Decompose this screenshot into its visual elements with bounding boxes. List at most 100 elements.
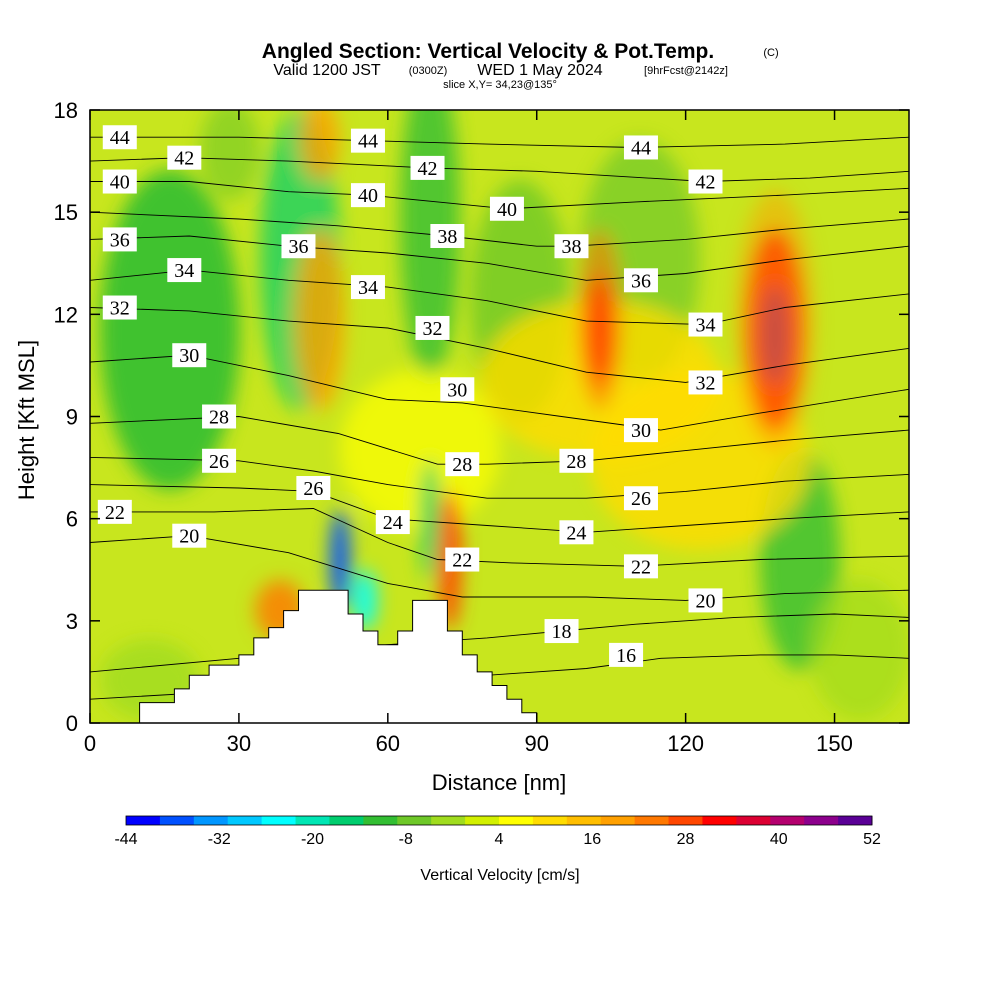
contour-label: 38 xyxy=(561,236,581,258)
contour-label: 24 xyxy=(566,522,586,544)
contour-label-box xyxy=(167,258,202,283)
colorbar-swatch xyxy=(126,816,161,825)
contour-label-box xyxy=(688,588,723,613)
theta-contour xyxy=(90,456,909,499)
contour-label-box xyxy=(559,520,594,545)
x-tick-label: 30 xyxy=(227,731,251,756)
contour-label-box xyxy=(202,404,237,429)
contour-label-box xyxy=(440,377,475,402)
contour-label-box xyxy=(445,452,480,477)
theta-contour xyxy=(90,181,909,210)
colorbar-swatch xyxy=(329,816,364,825)
contour-label: 34 xyxy=(358,277,378,299)
colorbar-swatch xyxy=(295,816,330,825)
contour-labels: 16 18 20 20 22 22 22 24 24 26 26 26 28 28 28 30 30 30 32 32… xyxy=(97,125,723,667)
theta-contour xyxy=(90,416,909,465)
velocity-region xyxy=(735,190,815,450)
colorbar-swatch xyxy=(804,816,839,825)
theta-contour xyxy=(90,307,909,383)
colorbar-swatch xyxy=(499,816,534,825)
contour-label: 32 xyxy=(110,298,130,320)
contour-label: 28 xyxy=(566,451,586,473)
contour-label: 22 xyxy=(105,502,125,524)
y-tick-label: 15 xyxy=(54,200,78,225)
subtitle-valid: Valid 1200 JST xyxy=(273,62,381,79)
subtitle-date: WED 1 May 2024 xyxy=(477,62,602,79)
colorbar-swatch xyxy=(600,816,636,825)
contour-label: 44 xyxy=(631,137,651,159)
contour-label: 30 xyxy=(631,420,651,442)
contour-label-box xyxy=(623,554,658,579)
velocity-region xyxy=(340,370,500,530)
colorbar-swatch xyxy=(465,816,500,825)
contour-label: 34 xyxy=(695,315,715,337)
contour-label: 32 xyxy=(422,318,442,340)
x-tick-label: 0 xyxy=(84,731,96,756)
contour-label-box xyxy=(544,619,579,644)
x-tick-label: 120 xyxy=(667,731,704,756)
theta-contour xyxy=(90,354,909,431)
subtitle-forecast: [9hrFcst@2142z] xyxy=(644,65,728,77)
x-tick-label: 90 xyxy=(524,731,548,756)
chart-title: Angled Section: Vertical Velocity & Pot.… xyxy=(262,40,714,63)
y-tick-label: 12 xyxy=(54,302,78,327)
colorbar-tick-label: 40 xyxy=(770,831,788,848)
colorbar-tick-label: -32 xyxy=(208,831,231,848)
contour-label-box xyxy=(102,169,137,194)
theta-contour xyxy=(90,157,909,182)
plot-area: 16 18 20 20 22 22 22 24 24 26 26 26 28 28 28 30 30 30 32 32… xyxy=(90,110,909,723)
y-tick-label: 6 xyxy=(66,507,78,532)
contour-label-box xyxy=(554,234,589,259)
colorbar-swatch xyxy=(431,816,466,825)
contour-label-box xyxy=(102,295,137,320)
contour-label: 42 xyxy=(418,158,438,180)
colorbar-swatch xyxy=(227,816,263,825)
contour-label: 36 xyxy=(288,236,308,258)
contour-label: 28 xyxy=(452,454,472,476)
contour-label: 40 xyxy=(110,172,130,194)
contour-label: 20 xyxy=(695,590,715,612)
contour-label-box xyxy=(167,145,202,170)
contour-label: 16 xyxy=(616,645,636,667)
velocity-region xyxy=(420,460,440,580)
contour-label-box xyxy=(102,125,137,150)
contour-label: 20 xyxy=(179,526,199,548)
contour-label-box xyxy=(559,448,594,473)
colorbar-swatch xyxy=(532,816,568,825)
colorbar: -44 -32 -20 -8 4 16 28 40 52 xyxy=(114,815,881,848)
contour-label-box xyxy=(623,268,658,293)
contour-label: 22 xyxy=(631,556,651,578)
contour-label-box xyxy=(296,476,331,501)
theta-contour xyxy=(90,269,909,326)
x-axis: 0 30 60 90 120 150 xyxy=(84,110,853,756)
colorbar-tick-label: 52 xyxy=(863,831,881,848)
contour-label-box xyxy=(97,499,132,524)
contour-label: 18 xyxy=(552,621,572,643)
colorbar-swatch xyxy=(668,816,703,825)
x-axis-label: Distance [nm] xyxy=(432,770,567,795)
copyright-mark: (C) xyxy=(763,47,778,59)
contour-label: 36 xyxy=(631,270,651,292)
contour-label: 30 xyxy=(179,345,199,367)
colorbar-swatch xyxy=(736,816,771,825)
contour-label-box xyxy=(281,234,316,259)
contour-label: 42 xyxy=(174,148,194,170)
contour-label: 30 xyxy=(447,379,467,401)
theta-contour xyxy=(90,484,909,533)
contour-label-box xyxy=(623,135,658,160)
y-tick-label: 18 xyxy=(54,98,78,123)
colorbar-swatch xyxy=(770,816,805,825)
theta-contour xyxy=(90,211,909,247)
contour-label-box xyxy=(688,370,723,395)
contour-label: 40 xyxy=(497,199,517,221)
colorbar-swatch xyxy=(363,816,398,825)
y-tick-label: 9 xyxy=(66,405,78,430)
subtitle-utc: (0300Z) xyxy=(409,65,448,77)
colorbar-tick-label: -20 xyxy=(301,831,324,848)
contour-label-box xyxy=(609,642,644,667)
pot-temp-contours xyxy=(90,136,909,700)
contour-label-box xyxy=(445,547,480,572)
contour-label-box xyxy=(202,448,237,473)
colorbar-swatch xyxy=(159,816,195,825)
